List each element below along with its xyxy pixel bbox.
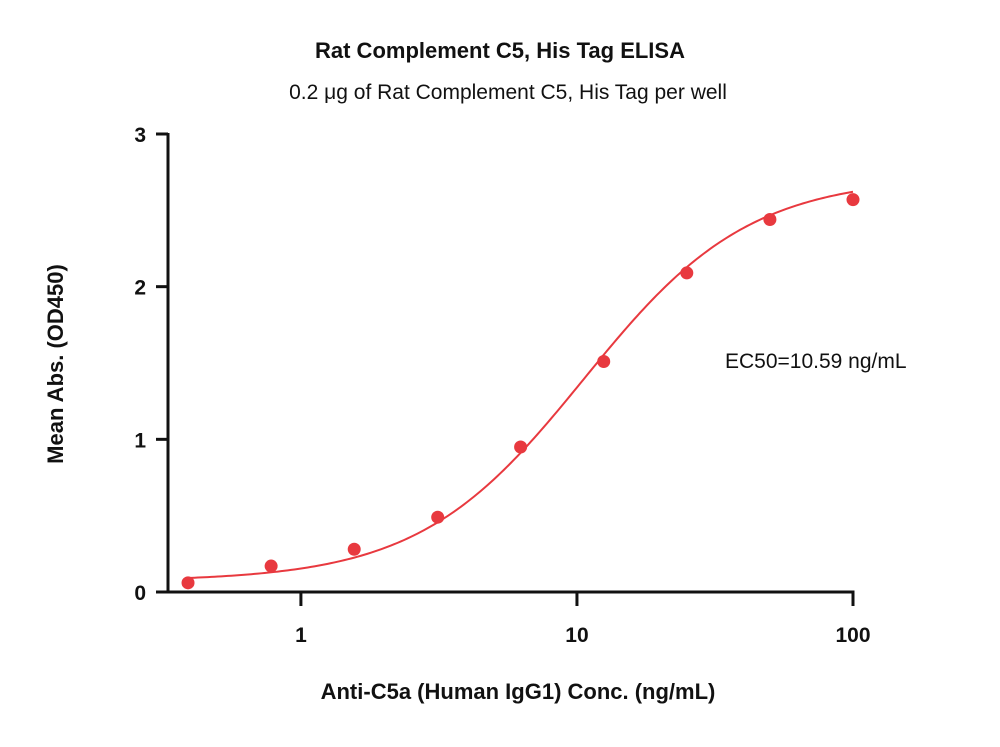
y-tick-label: 1 [134, 429, 146, 452]
fit-curve [187, 190, 854, 579]
y-tick-label: 0 [134, 582, 146, 605]
data-point [846, 193, 860, 207]
data-point [347, 542, 361, 556]
data-point [181, 576, 195, 590]
x-tick-label: 10 [565, 624, 588, 647]
y-tick-label: 3 [134, 124, 146, 147]
data-point [264, 559, 278, 573]
data-point [514, 440, 528, 454]
x-axis-label: Anti-C5a (Human IgG1) Conc. (ng/mL) [321, 679, 716, 704]
data-point [680, 266, 694, 280]
x-tick-label: 1 [295, 624, 307, 647]
y-axis-label: Mean Abs. (OD450) [43, 264, 68, 464]
ec50-annotation: EC50=10.59 ng/mL [725, 350, 907, 373]
x-tick-label: 100 [835, 624, 870, 647]
data-point [597, 354, 611, 368]
data-point [431, 510, 445, 524]
chart-subtitle: 0.2 μg of Rat Complement C5, His Tag per… [289, 81, 727, 104]
y-tick-label: 2 [134, 277, 146, 300]
chart-title: Rat Complement C5, His Tag ELISA [315, 38, 685, 63]
data-point [763, 212, 777, 226]
plot-area: 0 1 2 3 1 10 100 [134, 124, 870, 647]
